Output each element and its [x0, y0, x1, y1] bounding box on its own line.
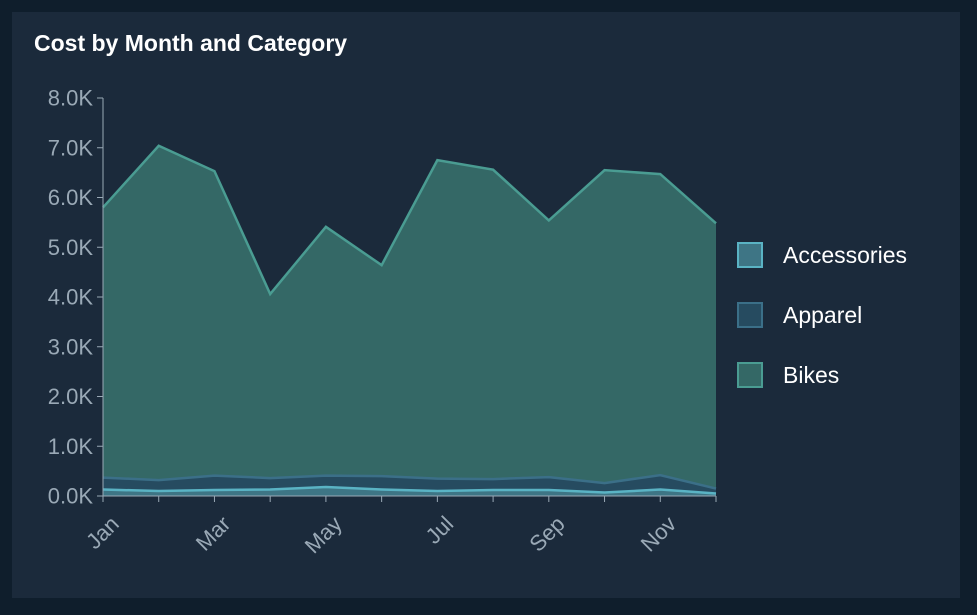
y-tick-label: 1.0K: [48, 434, 94, 459]
chart-title: Cost by Month and Category: [34, 30, 348, 56]
y-tick-label: 8.0K: [48, 86, 94, 111]
x-tick-label: May: [300, 511, 347, 558]
legend-label-bikes: Bikes: [783, 361, 840, 388]
legend-swatch-accessories: [737, 242, 763, 268]
chart-legend: Accessories Apparel Bikes: [737, 240, 907, 420]
y-tick-label: 3.0K: [48, 334, 94, 359]
legend-label-apparel: Apparel: [783, 301, 863, 328]
x-tick-label: Mar: [191, 511, 235, 555]
y-tick-label: 0.0K: [48, 484, 94, 509]
line-bikes: [102, 144, 717, 297]
y-tick-label: 5.0K: [48, 235, 94, 260]
legend-swatch-bikes: [737, 362, 763, 388]
y-tick-label: 4.0K: [48, 285, 94, 310]
legend-label-accessories: Accessories: [783, 241, 907, 268]
area-bikes: [103, 145, 716, 489]
y-tick-label: 6.0K: [48, 185, 94, 210]
line-apparel: [102, 473, 717, 490]
legend-item-bikes[interactable]: Bikes: [737, 360, 907, 390]
line-accessories: [102, 485, 717, 495]
legend-item-accessories[interactable]: Accessories: [737, 240, 907, 270]
legend-item-apparel[interactable]: Apparel: [737, 300, 907, 330]
x-tick-label: Jan: [81, 511, 124, 554]
legend-swatch-apparel: [737, 302, 763, 328]
x-tick-label: Sep: [524, 511, 569, 556]
x-tick-label: Jul: [421, 511, 459, 549]
x-tick-label: Nov: [636, 511, 681, 556]
y-tick-label: 2.0K: [48, 384, 94, 409]
y-tick-label: 7.0K: [48, 135, 94, 160]
